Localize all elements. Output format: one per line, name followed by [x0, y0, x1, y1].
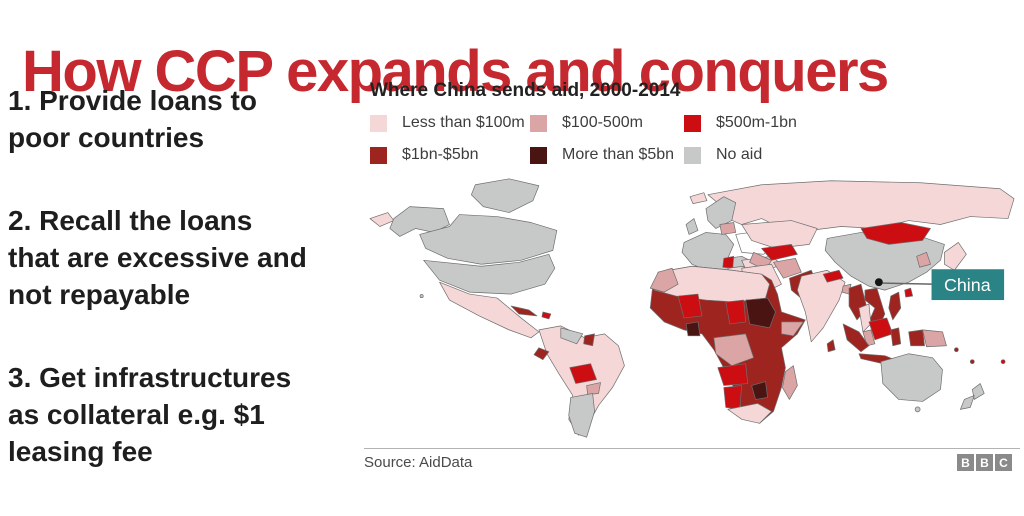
bbc-aid-map-graphic: Where China sends aid, 2000-2014 Less th…	[364, 78, 1020, 490]
region-mexico-central-america	[439, 281, 540, 339]
region-scandinavia	[705, 196, 737, 229]
source-text: Source: AidData	[364, 454, 473, 471]
bullet-points: 1. Provide loans to poor countries 2. Re…	[8, 82, 380, 516]
region-hispaniola	[541, 311, 552, 320]
region-ghana	[685, 321, 701, 337]
region-angola	[717, 363, 749, 386]
point-1: 1. Provide loans to poor countries	[8, 85, 257, 153]
region-sulawesi	[890, 327, 902, 347]
china-marker-dot	[874, 278, 883, 287]
region-uzbekistan	[761, 244, 798, 261]
region-iceland	[689, 192, 708, 204]
region-tasmania	[914, 406, 921, 413]
region-congo-basin	[713, 333, 754, 367]
legend-label: Less than $100m	[402, 114, 525, 131]
region-baltics	[719, 222, 737, 235]
legend-row-1: Less than $100m $100-500m $500m-1bn	[370, 110, 1020, 136]
region-afghanistan	[773, 257, 802, 279]
region-thailand	[858, 303, 872, 333]
legend-item-gt5bn: More than $5bn	[530, 146, 684, 164]
region-india	[797, 269, 846, 343]
region-hawaii	[419, 294, 424, 299]
map-legend: Less than $100m $100-500m $500m-1bn $1bn…	[370, 110, 1020, 168]
region-serbia	[722, 255, 735, 269]
bbc-logo-letter: C	[995, 454, 1012, 471]
region-philippines	[888, 291, 902, 321]
legend-row-2: $1bn-$5bn More than $5bn No aid	[370, 142, 1020, 168]
region-kazakhstan	[741, 220, 818, 249]
region-nepal	[822, 269, 844, 283]
source-row: Source: AidData B B C	[364, 448, 1020, 471]
legend-swatch-lt100	[370, 114, 387, 132]
region-russia	[707, 180, 1015, 231]
legend-swatch-gt5bn	[530, 146, 547, 164]
legend-item-lt100: Less than $100m	[370, 114, 530, 132]
legend-label: $100-500m	[562, 114, 643, 131]
region-chad	[725, 299, 747, 325]
region-mongolia	[860, 222, 931, 245]
region-new-zealand	[960, 383, 985, 410]
region-uk	[685, 218, 699, 235]
china-label-text: China	[944, 275, 991, 295]
region-namibia	[723, 385, 743, 410]
legend-item-100-500: $100-500m	[530, 114, 684, 132]
legend-label: $1bn-$5bn	[402, 146, 479, 163]
region-japan	[944, 242, 967, 271]
region-west-papua	[908, 329, 925, 347]
region-fiji	[1000, 359, 1006, 365]
region-guyana	[583, 333, 595, 347]
region-zimbabwe	[751, 381, 768, 400]
legend-label: More than $5bn	[562, 146, 675, 163]
region-argentina-chile	[568, 393, 595, 438]
region-paraguay	[586, 382, 601, 395]
point-3: 3. Get infrastructures as collateral e.g…	[8, 362, 292, 467]
region-canada	[419, 214, 558, 265]
region-south-africa	[727, 403, 772, 424]
world-map-svg: China	[369, 178, 1015, 438]
legend-swatch-noaid	[684, 146, 701, 164]
legend-swatch-1bn-5bn	[370, 146, 387, 164]
region-sumatra	[842, 323, 870, 353]
legend-swatch-100-500	[530, 114, 547, 132]
bbc-logo: B B C	[957, 454, 1012, 471]
region-somalia	[781, 321, 804, 337]
region-sri-lanka	[826, 339, 836, 353]
region-papua-new-guinea	[922, 329, 947, 348]
china-label-box	[931, 269, 1005, 301]
region-cuba	[510, 305, 538, 317]
region-korea	[916, 251, 931, 268]
world-map: China	[364, 172, 1020, 446]
region-ecuador	[533, 347, 550, 361]
china-annotation-line	[882, 282, 932, 285]
legend-label: No aid	[716, 146, 763, 163]
region-bolivia	[569, 363, 597, 384]
legend-item-noaid: No aid	[684, 146, 762, 164]
region-morocco	[649, 267, 679, 293]
legend-item-1bn-5bn: $1bn-$5bn	[370, 146, 530, 164]
legend-item-500m-1bn: $500m-1bn	[684, 114, 797, 132]
bbc-logo-letter: B	[976, 454, 993, 471]
region-chukotka	[369, 212, 395, 227]
bbc-logo-letter: B	[957, 454, 974, 471]
region-taiwan	[904, 287, 914, 298]
region-venezuela	[560, 327, 584, 345]
region-usa	[423, 253, 556, 295]
page-title: How CCP expands and conquers	[22, 38, 889, 104]
chart-title: Where China sends aid, 2000-2014	[370, 80, 681, 101]
region-solomon-islands	[954, 347, 959, 353]
region-sudan	[745, 297, 776, 329]
region-vanuatu	[969, 359, 975, 365]
legend-label: $500m-1bn	[716, 114, 797, 131]
region-australia	[880, 353, 943, 402]
point-2: 2. Recall the loans that are excessive a…	[8, 205, 307, 310]
legend-swatch-500m-1bn	[684, 114, 701, 132]
region-mali	[677, 293, 703, 319]
region-greenland	[470, 178, 540, 213]
region-madagascar	[782, 365, 798, 400]
